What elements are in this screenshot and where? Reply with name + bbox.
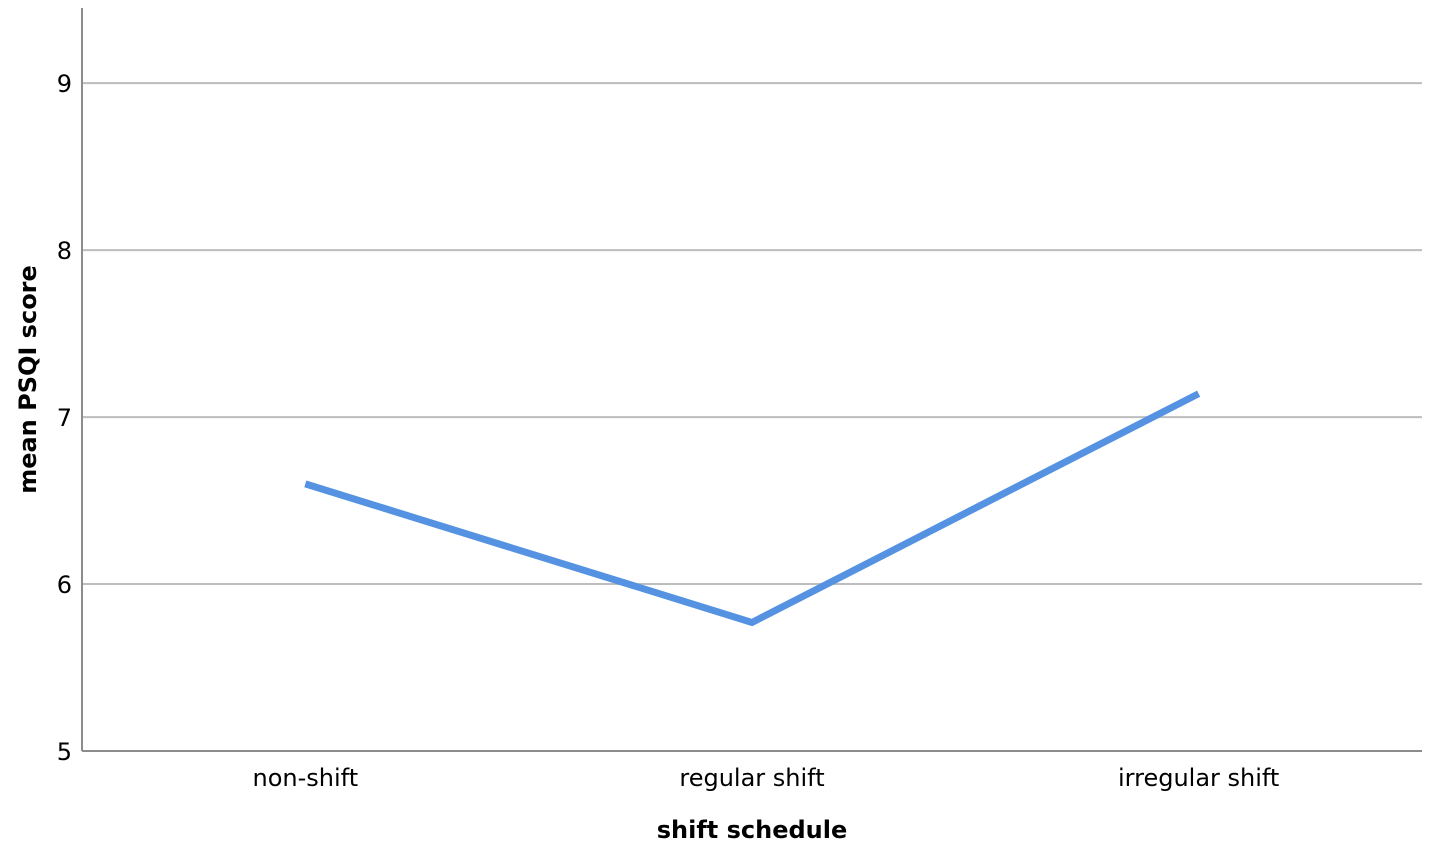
y-tick-labels: 5 6 7 8 9 bbox=[57, 70, 72, 766]
axes bbox=[81, 8, 1422, 752]
series-layer bbox=[304, 390, 1201, 627]
x-tick-labels: non-shift regular shift irregular shift bbox=[253, 764, 1280, 792]
y-tick-label: 7 bbox=[57, 404, 72, 432]
y-tick-label: 8 bbox=[57, 237, 72, 265]
y-tick-label: 6 bbox=[57, 571, 72, 599]
y-tick-label: 5 bbox=[57, 738, 72, 766]
y-axis-title: mean PSQI score bbox=[14, 265, 42, 494]
x-axis-title: shift schedule bbox=[657, 816, 848, 844]
x-tick-label: non-shift bbox=[253, 764, 359, 792]
grid-layer bbox=[82, 82, 1422, 586]
x-tick-label: irregular shift bbox=[1118, 764, 1279, 792]
series-line bbox=[304, 390, 1201, 627]
y-tick-label: 9 bbox=[57, 70, 72, 98]
x-tick-label: regular shift bbox=[679, 764, 824, 792]
